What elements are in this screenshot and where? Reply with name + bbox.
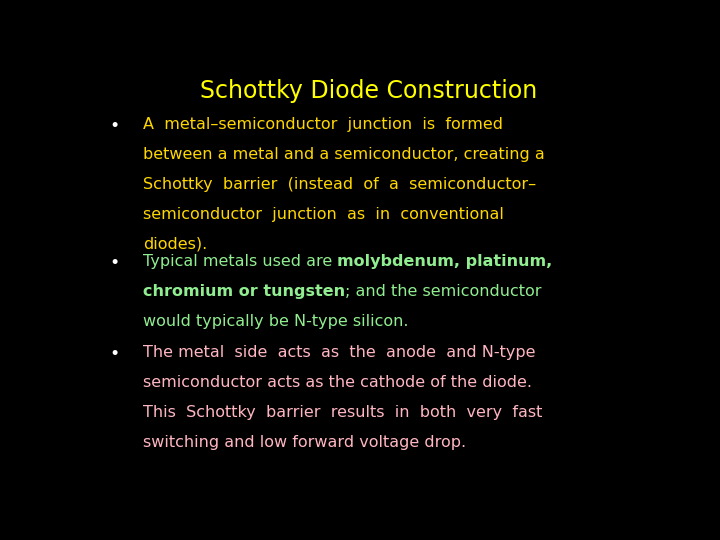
Text: •: • <box>109 254 120 272</box>
Text: diodes).: diodes). <box>143 237 207 252</box>
Text: Typical metals used are: Typical metals used are <box>143 254 338 269</box>
Text: ; and the semiconductor: ; and the semiconductor <box>345 284 541 299</box>
Text: semiconductor  junction  as  in  conventional: semiconductor junction as in conventiona… <box>143 207 504 221</box>
Text: This  Schottky  barrier  results  in  both  very  fast: This Schottky barrier results in both ve… <box>143 406 542 420</box>
Text: between a metal and a semiconductor, creating a: between a metal and a semiconductor, cre… <box>143 147 545 161</box>
Text: switching and low forward voltage drop.: switching and low forward voltage drop. <box>143 435 466 450</box>
Text: •: • <box>109 346 120 363</box>
Text: •: • <box>109 117 120 135</box>
Text: Schottky  barrier  (instead  of  a  semiconductor–: Schottky barrier (instead of a semicondu… <box>143 177 536 192</box>
Text: would typically be N-type silicon.: would typically be N-type silicon. <box>143 314 408 329</box>
Text: Schottky Diode Construction: Schottky Diode Construction <box>200 79 538 103</box>
Text: chromium or tungsten: chromium or tungsten <box>143 284 345 299</box>
Text: The metal  side  acts  as  the  anode  and N-type: The metal side acts as the anode and N-t… <box>143 346 536 361</box>
Text: A  metal–semiconductor  junction  is  formed: A metal–semiconductor junction is formed <box>143 117 503 132</box>
Text: semiconductor acts as the cathode of the diode.: semiconductor acts as the cathode of the… <box>143 375 532 390</box>
Text: molybdenum, platinum,: molybdenum, platinum, <box>338 254 553 269</box>
